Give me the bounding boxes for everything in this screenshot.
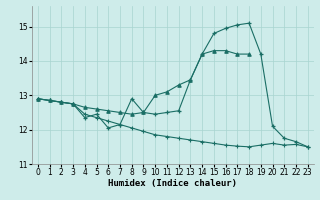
X-axis label: Humidex (Indice chaleur): Humidex (Indice chaleur)	[108, 179, 237, 188]
